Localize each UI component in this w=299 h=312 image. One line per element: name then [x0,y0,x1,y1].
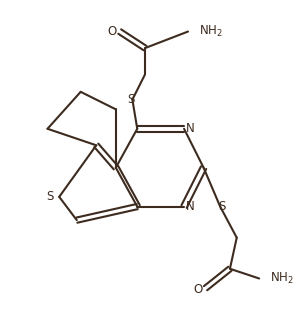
Text: O: O [194,283,203,296]
Text: S: S [46,190,54,203]
Text: S: S [218,200,225,213]
Text: S: S [127,93,135,106]
Text: NH$_2$: NH$_2$ [270,271,294,286]
Text: NH$_2$: NH$_2$ [199,24,223,39]
Text: N: N [186,122,195,135]
Text: O: O [108,25,117,38]
Text: N: N [186,200,195,213]
